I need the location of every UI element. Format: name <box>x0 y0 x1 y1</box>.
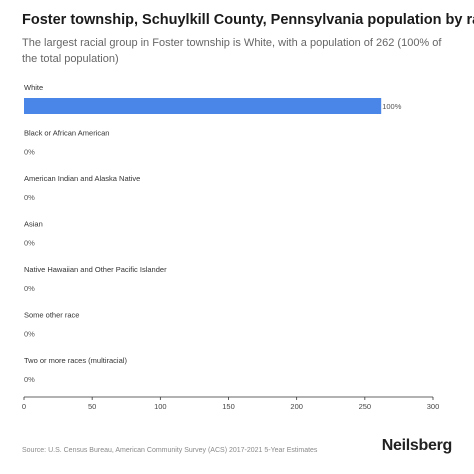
category-label: White <box>24 83 43 92</box>
source-note: Source: U.S. Census Bureau, American Com… <box>22 447 318 454</box>
data-label: 0% <box>24 193 35 202</box>
chart-title: Foster township, Schuylkill County, Penn… <box>22 12 474 28</box>
x-tick-label: 200 <box>290 402 303 411</box>
chart-subtitle: The largest racial group in Foster towns… <box>22 37 442 65</box>
data-label: 0% <box>24 375 35 384</box>
data-label: 0% <box>24 239 35 248</box>
x-tick-label: 50 <box>88 402 96 411</box>
data-label: 0% <box>24 330 35 339</box>
data-label: 0% <box>24 148 35 157</box>
category-label: Two or more races (multiracial) <box>24 356 127 365</box>
x-tick-label: 300 <box>427 402 440 411</box>
category-label: Black or African American <box>24 129 109 138</box>
bar <box>24 98 382 114</box>
data-label: 0% <box>24 284 35 293</box>
data-label: 100% <box>382 102 402 111</box>
x-tick-label: 0 <box>22 402 26 411</box>
x-tick-label: 250 <box>359 402 372 411</box>
x-tick-label: 100 <box>154 402 167 411</box>
x-tick-label: 150 <box>222 402 235 411</box>
category-label: Some other race <box>24 311 79 320</box>
category-label: Native Hawaiian and Other Pacific Island… <box>24 265 167 274</box>
brand-logo: Neilsberg <box>381 437 453 454</box>
category-label: American Indian and Alaska Native <box>24 174 140 183</box>
category-label: Asian <box>24 220 43 229</box>
